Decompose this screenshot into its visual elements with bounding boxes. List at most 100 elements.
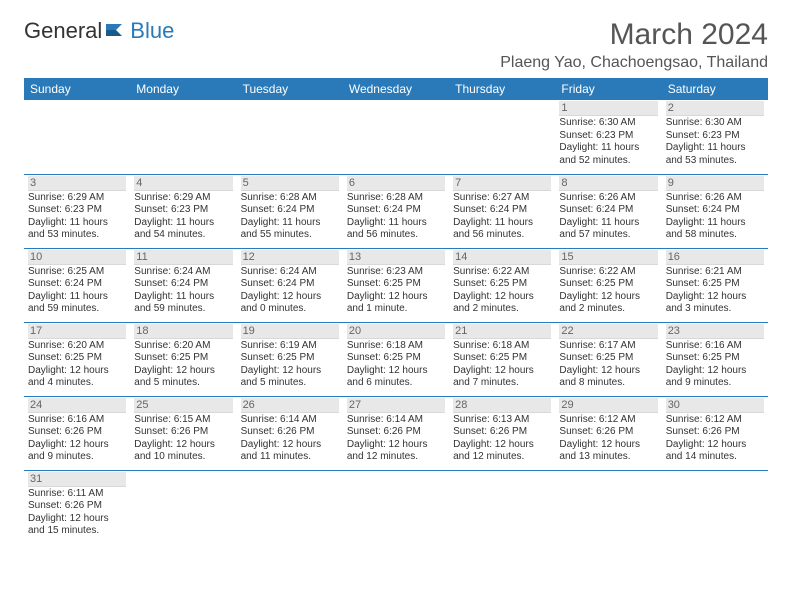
day-info: Sunrise: 6:26 AMSunset: 6:24 PMDaylight:… xyxy=(559,191,657,243)
day-cell: 6Sunrise: 6:28 AMSunset: 6:24 PMDaylight… xyxy=(343,175,449,248)
day-info: Sunrise: 6:12 AMSunset: 6:26 PMDaylight:… xyxy=(666,413,764,465)
calendar-cell xyxy=(237,100,343,174)
day-cell: 21Sunrise: 6:18 AMSunset: 6:25 PMDayligh… xyxy=(449,323,555,396)
flag-icon xyxy=(106,18,128,44)
day-cell: 2Sunrise: 6:30 AMSunset: 6:23 PMDaylight… xyxy=(662,100,768,174)
day-info: Sunrise: 6:25 AMSunset: 6:24 PMDaylight:… xyxy=(28,265,126,317)
calendar-cell: 10Sunrise: 6:25 AMSunset: 6:24 PMDayligh… xyxy=(24,248,130,322)
day-info: Sunrise: 6:12 AMSunset: 6:26 PMDaylight:… xyxy=(559,413,657,465)
calendar-week-row: 31Sunrise: 6:11 AMSunset: 6:26 PMDayligh… xyxy=(24,470,768,544)
day-number: 15 xyxy=(559,250,657,265)
day-number: 24 xyxy=(28,398,126,413)
calendar-cell: 13Sunrise: 6:23 AMSunset: 6:25 PMDayligh… xyxy=(343,248,449,322)
day-number: 29 xyxy=(559,398,657,413)
calendar-cell: 29Sunrise: 6:12 AMSunset: 6:26 PMDayligh… xyxy=(555,396,661,470)
day-cell: 9Sunrise: 6:26 AMSunset: 6:24 PMDaylight… xyxy=(662,175,768,248)
day-cell: 8Sunrise: 6:26 AMSunset: 6:24 PMDaylight… xyxy=(555,175,661,248)
day-info: Sunrise: 6:20 AMSunset: 6:25 PMDaylight:… xyxy=(28,339,126,391)
day-cell: 3Sunrise: 6:29 AMSunset: 6:23 PMDaylight… xyxy=(24,175,130,248)
calendar-cell: 27Sunrise: 6:14 AMSunset: 6:26 PMDayligh… xyxy=(343,396,449,470)
calendar-cell xyxy=(237,470,343,544)
day-info: Sunrise: 6:27 AMSunset: 6:24 PMDaylight:… xyxy=(453,191,551,243)
day-number: 3 xyxy=(28,176,126,191)
calendar-cell: 31Sunrise: 6:11 AMSunset: 6:26 PMDayligh… xyxy=(24,470,130,544)
day-info: Sunrise: 6:16 AMSunset: 6:25 PMDaylight:… xyxy=(666,339,764,391)
day-cell: 19Sunrise: 6:19 AMSunset: 6:25 PMDayligh… xyxy=(237,323,343,396)
header: General Blue March 2024 Plaeng Yao, Chac… xyxy=(24,18,768,72)
day-number: 30 xyxy=(666,398,764,413)
day-cell: 7Sunrise: 6:27 AMSunset: 6:24 PMDaylight… xyxy=(449,175,555,248)
calendar-week-row: 17Sunrise: 6:20 AMSunset: 6:25 PMDayligh… xyxy=(24,322,768,396)
calendar-week-row: 10Sunrise: 6:25 AMSunset: 6:24 PMDayligh… xyxy=(24,248,768,322)
day-number: 13 xyxy=(347,250,445,265)
calendar-cell: 12Sunrise: 6:24 AMSunset: 6:24 PMDayligh… xyxy=(237,248,343,322)
calendar-cell xyxy=(130,100,236,174)
day-cell: 28Sunrise: 6:13 AMSunset: 6:26 PMDayligh… xyxy=(449,397,555,470)
day-cell: 12Sunrise: 6:24 AMSunset: 6:24 PMDayligh… xyxy=(237,249,343,322)
day-number: 5 xyxy=(241,176,339,191)
calendar: Sunday Monday Tuesday Wednesday Thursday… xyxy=(24,78,768,544)
day-cell: 27Sunrise: 6:14 AMSunset: 6:26 PMDayligh… xyxy=(343,397,449,470)
day-cell: 30Sunrise: 6:12 AMSunset: 6:26 PMDayligh… xyxy=(662,397,768,470)
day-cell: 5Sunrise: 6:28 AMSunset: 6:24 PMDaylight… xyxy=(237,175,343,248)
calendar-cell: 25Sunrise: 6:15 AMSunset: 6:26 PMDayligh… xyxy=(130,396,236,470)
calendar-cell: 19Sunrise: 6:19 AMSunset: 6:25 PMDayligh… xyxy=(237,322,343,396)
day-cell: 23Sunrise: 6:16 AMSunset: 6:25 PMDayligh… xyxy=(662,323,768,396)
day-number: 2 xyxy=(666,101,764,116)
day-number: 10 xyxy=(28,250,126,265)
calendar-cell: 2Sunrise: 6:30 AMSunset: 6:23 PMDaylight… xyxy=(662,100,768,174)
calendar-cell: 20Sunrise: 6:18 AMSunset: 6:25 PMDayligh… xyxy=(343,322,449,396)
day-info: Sunrise: 6:23 AMSunset: 6:25 PMDaylight:… xyxy=(347,265,445,317)
calendar-cell: 18Sunrise: 6:20 AMSunset: 6:25 PMDayligh… xyxy=(130,322,236,396)
calendar-week-row: 24Sunrise: 6:16 AMSunset: 6:26 PMDayligh… xyxy=(24,396,768,470)
calendar-cell xyxy=(343,100,449,174)
day-number: 1 xyxy=(559,101,657,116)
day-number: 9 xyxy=(666,176,764,191)
calendar-cell xyxy=(449,470,555,544)
day-info: Sunrise: 6:29 AMSunset: 6:23 PMDaylight:… xyxy=(134,191,232,243)
day-cell: 26Sunrise: 6:14 AMSunset: 6:26 PMDayligh… xyxy=(237,397,343,470)
day-cell: 1Sunrise: 6:30 AMSunset: 6:23 PMDaylight… xyxy=(555,100,661,174)
logo-text-2: Blue xyxy=(130,18,174,44)
calendar-cell xyxy=(555,470,661,544)
day-number: 7 xyxy=(453,176,551,191)
calendar-cell: 7Sunrise: 6:27 AMSunset: 6:24 PMDaylight… xyxy=(449,174,555,248)
calendar-cell xyxy=(343,470,449,544)
day-number: 6 xyxy=(347,176,445,191)
calendar-week-row: 1Sunrise: 6:30 AMSunset: 6:23 PMDaylight… xyxy=(24,100,768,174)
day-number: 8 xyxy=(559,176,657,191)
day-info: Sunrise: 6:28 AMSunset: 6:24 PMDaylight:… xyxy=(347,191,445,243)
day-number: 4 xyxy=(134,176,232,191)
calendar-cell: 16Sunrise: 6:21 AMSunset: 6:25 PMDayligh… xyxy=(662,248,768,322)
day-number: 19 xyxy=(241,324,339,339)
day-info: Sunrise: 6:22 AMSunset: 6:25 PMDaylight:… xyxy=(559,265,657,317)
day-info: Sunrise: 6:28 AMSunset: 6:24 PMDaylight:… xyxy=(241,191,339,243)
day-number: 21 xyxy=(453,324,551,339)
day-info: Sunrise: 6:14 AMSunset: 6:26 PMDaylight:… xyxy=(241,413,339,465)
weekday-header: Sunday xyxy=(24,78,130,100)
day-info: Sunrise: 6:17 AMSunset: 6:25 PMDaylight:… xyxy=(559,339,657,391)
day-cell: 10Sunrise: 6:25 AMSunset: 6:24 PMDayligh… xyxy=(24,249,130,322)
day-cell: 16Sunrise: 6:21 AMSunset: 6:25 PMDayligh… xyxy=(662,249,768,322)
day-info: Sunrise: 6:13 AMSunset: 6:26 PMDaylight:… xyxy=(453,413,551,465)
calendar-cell: 26Sunrise: 6:14 AMSunset: 6:26 PMDayligh… xyxy=(237,396,343,470)
calendar-cell: 28Sunrise: 6:13 AMSunset: 6:26 PMDayligh… xyxy=(449,396,555,470)
calendar-cell: 30Sunrise: 6:12 AMSunset: 6:26 PMDayligh… xyxy=(662,396,768,470)
day-info: Sunrise: 6:29 AMSunset: 6:23 PMDaylight:… xyxy=(28,191,126,243)
day-cell: 31Sunrise: 6:11 AMSunset: 6:26 PMDayligh… xyxy=(24,471,130,545)
calendar-cell: 17Sunrise: 6:20 AMSunset: 6:25 PMDayligh… xyxy=(24,322,130,396)
weekday-header: Monday xyxy=(130,78,236,100)
calendar-cell: 1Sunrise: 6:30 AMSunset: 6:23 PMDaylight… xyxy=(555,100,661,174)
day-cell: 25Sunrise: 6:15 AMSunset: 6:26 PMDayligh… xyxy=(130,397,236,470)
day-number: 11 xyxy=(134,250,232,265)
weekday-header: Friday xyxy=(555,78,661,100)
weekday-header: Saturday xyxy=(662,78,768,100)
calendar-cell: 9Sunrise: 6:26 AMSunset: 6:24 PMDaylight… xyxy=(662,174,768,248)
day-info: Sunrise: 6:16 AMSunset: 6:26 PMDaylight:… xyxy=(28,413,126,465)
day-number: 16 xyxy=(666,250,764,265)
day-number: 27 xyxy=(347,398,445,413)
calendar-cell: 24Sunrise: 6:16 AMSunset: 6:26 PMDayligh… xyxy=(24,396,130,470)
day-number: 14 xyxy=(453,250,551,265)
calendar-cell: 4Sunrise: 6:29 AMSunset: 6:23 PMDaylight… xyxy=(130,174,236,248)
day-info: Sunrise: 6:26 AMSunset: 6:24 PMDaylight:… xyxy=(666,191,764,243)
